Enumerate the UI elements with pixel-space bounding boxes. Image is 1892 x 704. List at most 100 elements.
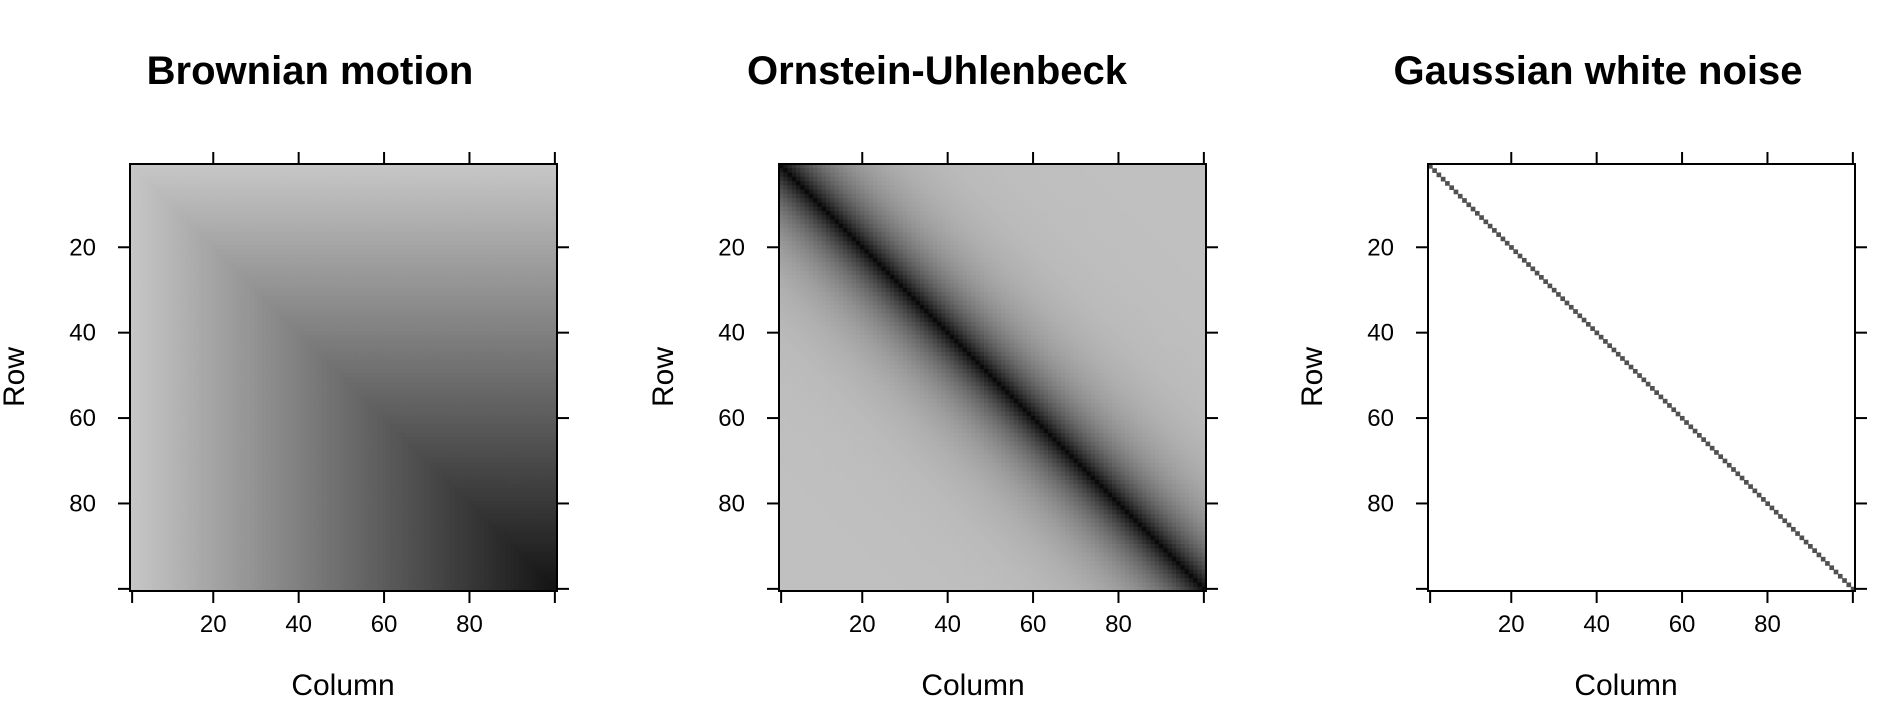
heatmap-cell <box>548 220 553 225</box>
heatmap-cell <box>134 343 139 348</box>
heatmap-cell <box>134 288 139 293</box>
heatmap-cell <box>373 305 378 310</box>
heatmap-cell <box>531 224 536 229</box>
heatmap-cell <box>425 313 430 318</box>
heatmap-cell <box>463 275 468 280</box>
heatmap-cell <box>339 335 344 340</box>
heatmap-cell <box>433 198 438 203</box>
heatmap-cell <box>446 245 451 250</box>
heatmap-cell <box>258 202 263 207</box>
heatmap-cell <box>220 177 225 182</box>
heatmap-cell <box>348 224 353 229</box>
heatmap-cell <box>437 339 442 344</box>
heatmap-cell <box>305 343 310 348</box>
heatmap-cell <box>476 211 481 216</box>
heatmap-cell <box>224 360 229 365</box>
heatmap-cell <box>506 318 511 323</box>
heatmap-cell <box>433 228 438 233</box>
heatmap-cell <box>523 322 528 327</box>
heatmap-cell <box>365 202 370 207</box>
heatmap-cell <box>284 318 289 323</box>
heatmap-cell <box>262 301 267 306</box>
heatmap-cell <box>484 288 489 293</box>
heatmap-cell <box>459 279 464 284</box>
heatmap-cell <box>429 292 434 297</box>
heatmap-cell <box>484 258 489 263</box>
heatmap-cell <box>267 190 272 195</box>
heatmap-cell <box>519 369 524 374</box>
heatmap-cell <box>437 190 442 195</box>
heatmap-cell <box>369 241 374 246</box>
heatmap-cell <box>531 318 536 323</box>
heatmap-cell <box>408 262 413 267</box>
heatmap-cell <box>348 305 353 310</box>
heatmap-cell <box>514 181 519 186</box>
heatmap-cell <box>527 211 532 216</box>
heatmap-cell <box>527 301 532 306</box>
heatmap-cell <box>271 168 276 173</box>
heatmap-cell <box>151 348 156 353</box>
heatmap-cell <box>433 241 438 246</box>
heatmap-cell <box>160 211 165 216</box>
heatmap-cell <box>433 181 438 186</box>
heatmap-cell <box>365 215 370 220</box>
heatmap-cell <box>164 173 169 178</box>
heatmap-cell <box>207 296 212 301</box>
heatmap-cell <box>467 348 472 353</box>
heatmap-cell <box>271 284 276 289</box>
heatmap-cell <box>198 318 203 323</box>
heatmap-cell <box>425 220 430 225</box>
heatmap-cell <box>228 215 233 220</box>
heatmap-cell <box>335 249 340 254</box>
heatmap-cell <box>459 198 464 203</box>
heatmap-cell <box>262 207 267 212</box>
heatmap-cell <box>331 262 336 267</box>
heatmap-cell <box>361 262 366 267</box>
heatmap-cell <box>284 348 289 353</box>
heatmap-cell <box>228 194 233 199</box>
heatmap-cell <box>215 262 220 267</box>
heatmap-cell <box>540 275 545 280</box>
heatmap-cell <box>173 249 178 254</box>
heatmap-cell <box>403 198 408 203</box>
heatmap-cell <box>194 241 199 246</box>
heatmap-cell <box>506 292 511 297</box>
heatmap-cell <box>476 228 481 233</box>
heatmap-cell <box>459 322 464 327</box>
heatmap-cell <box>540 292 545 297</box>
heatmap-cell <box>288 198 293 203</box>
heatmap-cell <box>309 288 314 293</box>
heatmap-cell <box>399 369 404 374</box>
heatmap-cell <box>160 292 165 297</box>
heatmap-cell <box>326 249 331 254</box>
heatmap-cell <box>297 318 302 323</box>
heatmap-cell <box>450 177 455 182</box>
heatmap-cell <box>348 352 353 357</box>
heatmap-cell <box>527 373 532 378</box>
heatmap-cell <box>275 185 280 190</box>
heatmap-cell <box>156 365 161 370</box>
heatmap-cell <box>288 292 293 297</box>
heatmap-cell <box>220 356 225 361</box>
heatmap-cell <box>369 207 374 212</box>
heatmap-cell <box>455 271 460 276</box>
heatmap-cell <box>472 373 477 378</box>
heatmap-cell <box>480 288 485 293</box>
heatmap-cell <box>437 271 442 276</box>
heatmap-cell <box>147 365 152 370</box>
heatmap-cell <box>309 305 314 310</box>
heatmap-cell <box>297 266 302 271</box>
heatmap-cell <box>442 365 447 370</box>
heatmap-cell <box>536 258 541 263</box>
heatmap-cell <box>455 331 460 336</box>
heatmap-cell <box>489 224 494 229</box>
heatmap-cell <box>254 190 259 195</box>
heatmap-cell <box>514 360 519 365</box>
heatmap-cell <box>207 185 212 190</box>
heatmap-cell <box>190 331 195 336</box>
heatmap-cell <box>245 211 250 216</box>
heatmap-cell <box>301 168 306 173</box>
heatmap-cell <box>250 168 255 173</box>
heatmap-cell <box>382 301 387 306</box>
heatmap-cell <box>228 373 233 378</box>
